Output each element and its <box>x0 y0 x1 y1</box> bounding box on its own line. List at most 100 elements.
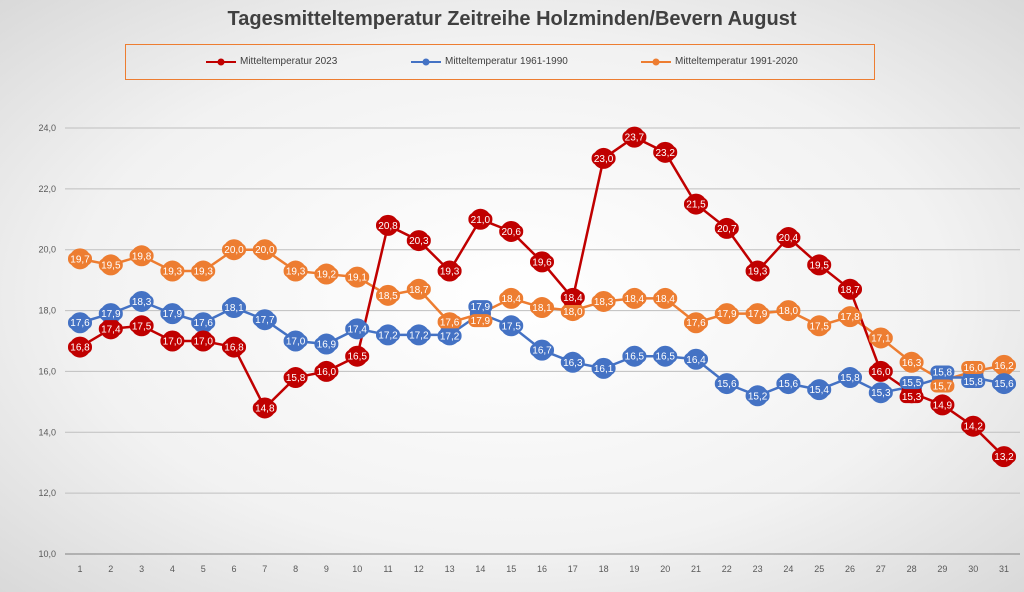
data-label-background <box>160 264 185 278</box>
x-tick-label: 28 <box>907 564 917 574</box>
data-label-background <box>807 258 832 272</box>
data-label: 15,2 <box>748 391 768 402</box>
data-label-background <box>622 130 647 144</box>
data-label-background <box>283 334 308 348</box>
legend-label: Mitteltemperatur 1961-1990 <box>445 56 568 67</box>
data-label-background <box>714 221 739 235</box>
series-line <box>79 135 1005 458</box>
x-tick-label: 4 <box>170 564 175 574</box>
data-label: 15,6 <box>994 379 1014 390</box>
data-label: 16,3 <box>902 358 922 369</box>
data-label: 19,3 <box>193 267 213 278</box>
data-label-background <box>992 377 1016 391</box>
data-label: 16,9 <box>317 340 337 351</box>
data-label-background <box>930 379 955 393</box>
data-label: 17,5 <box>501 321 521 332</box>
data-label: 16,0 <box>317 367 337 378</box>
data-label: 18,3 <box>594 297 614 308</box>
x-tick-label: 25 <box>814 564 824 574</box>
data-label-background <box>222 243 246 257</box>
x-tick-label: 21 <box>691 564 701 574</box>
data-label: 17,9 <box>101 309 121 320</box>
data-label-background <box>376 288 400 302</box>
data-label: 18,0 <box>563 307 583 318</box>
legend-item-1961-1990: Mitteltemperatur 1961-1990 <box>411 56 568 67</box>
data-label: 18,1 <box>532 303 552 314</box>
data-label: 17,7 <box>255 315 275 326</box>
data-label: 19,2 <box>317 270 337 281</box>
data-label-background <box>499 291 524 305</box>
data-label-background <box>191 316 216 330</box>
x-tick-label: 22 <box>722 564 732 574</box>
data-label-background <box>468 314 493 328</box>
data-label: 15,3 <box>902 392 922 403</box>
data-label-background <box>807 383 832 397</box>
data-label-background <box>98 322 123 336</box>
x-tick-label: 14 <box>475 564 485 574</box>
x-tick-label: 16 <box>537 564 547 574</box>
data-label-background <box>345 270 370 284</box>
data-label: 20,7 <box>717 224 737 235</box>
data-label: 17,0 <box>193 337 213 348</box>
data-label: 20,0 <box>224 245 244 256</box>
data-label: 17,4 <box>101 324 121 335</box>
data-label: 17,1 <box>871 333 891 344</box>
data-label-background <box>838 310 862 324</box>
data-label: 17,6 <box>686 318 706 329</box>
x-tick-label: 17 <box>568 564 578 574</box>
data-label: 15,6 <box>779 379 799 390</box>
data-label: 19,3 <box>748 267 768 278</box>
data-label: 15,8 <box>933 368 953 379</box>
data-label: 19,6 <box>532 257 552 268</box>
data-label: 13,2 <box>994 452 1014 463</box>
data-label-background <box>992 358 1016 372</box>
data-label: 23,2 <box>655 148 675 159</box>
data-label: 19,3 <box>440 267 460 278</box>
data-label: 17,5 <box>809 321 829 332</box>
data-label-background <box>899 390 924 404</box>
data-label: 23,7 <box>625 133 645 144</box>
data-label: 17,9 <box>717 309 737 320</box>
data-label: 18,0 <box>779 306 799 317</box>
data-label-background <box>68 252 92 266</box>
data-label: 18,7 <box>840 285 860 296</box>
data-label: 16,1 <box>594 364 614 375</box>
data-label-background <box>653 145 678 159</box>
x-tick-label: 31 <box>999 564 1009 574</box>
data-label: 17,6 <box>70 318 90 329</box>
data-label: 20,3 <box>409 236 429 247</box>
x-tick-label: 5 <box>201 564 206 574</box>
data-label-background <box>591 151 616 165</box>
data-label-background <box>129 249 154 263</box>
data-label-background <box>252 313 277 327</box>
legend-label: Mitteltemperatur 2023 <box>240 56 338 67</box>
data-label-background <box>376 218 400 232</box>
data-label-background <box>191 334 216 348</box>
legend: Mitteltemperatur 2023 Mitteltemperatur 1… <box>125 44 875 80</box>
data-label-background <box>684 197 708 211</box>
data-label: 14,9 <box>933 400 953 411</box>
y-tick-label: 12,0 <box>38 488 56 498</box>
x-tick-label: 29 <box>937 564 947 574</box>
data-label-background <box>283 371 308 385</box>
data-label-background <box>129 319 154 333</box>
data-label-background <box>499 319 524 333</box>
data-label: 17,9 <box>471 316 491 327</box>
data-label-background <box>591 361 616 375</box>
data-label: 16,0 <box>871 367 891 378</box>
x-tick-label: 11 <box>383 564 392 574</box>
y-tick-label: 18,0 <box>38 306 56 316</box>
data-label-background <box>868 386 893 400</box>
data-label-background <box>406 282 431 296</box>
data-label-background <box>745 307 770 321</box>
data-label-background <box>930 398 955 412</box>
data-label: 19,3 <box>163 267 183 278</box>
data-label: 20,6 <box>501 227 521 238</box>
x-tick-label: 12 <box>414 564 424 574</box>
data-label: 19,5 <box>809 260 829 271</box>
data-label: 15,8 <box>840 373 860 384</box>
data-label-background <box>252 243 277 257</box>
data-label: 15,3 <box>871 388 891 399</box>
data-label-background <box>899 376 924 390</box>
